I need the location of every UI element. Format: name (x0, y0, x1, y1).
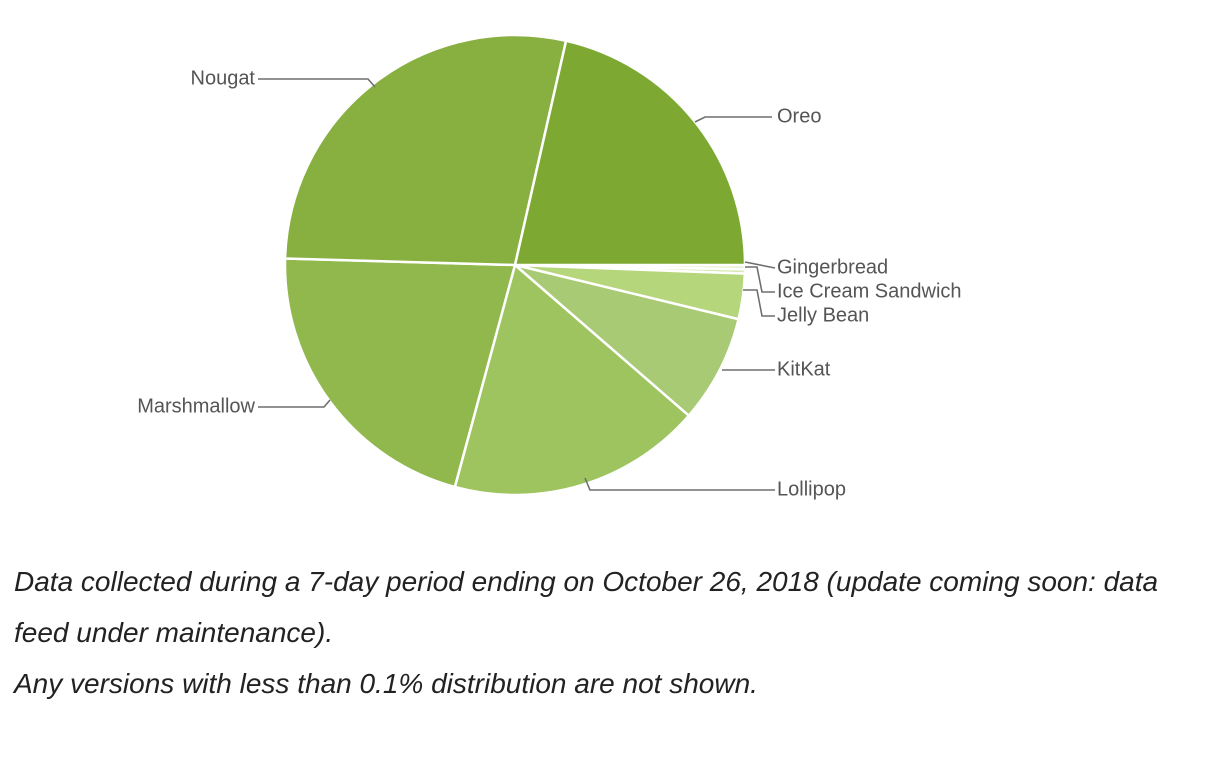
slice-label-jelly-bean: Jelly Bean (777, 304, 869, 326)
leader-line-gingerbread (744, 261, 776, 269)
pie-slice-kitkat (513, 263, 740, 417)
slice-label-ice-cream-sandwich: Ice Cream Sandwich (777, 280, 962, 302)
leader-lines (258, 78, 776, 491)
slice-label-oreo: Oreo (777, 105, 821, 127)
slice-label-marshmallow: Marshmallow (137, 395, 255, 417)
leader-line-nougat (258, 78, 376, 88)
pie-slice-oreo (513, 39, 747, 267)
data-collection-note: Data collected during a 7-day period end… (14, 566, 1159, 648)
leader-line-lollipop (584, 477, 775, 491)
leader-line-oreo (694, 116, 772, 123)
slice-label-nougat: Nougat (191, 67, 256, 89)
leader-line-marshmallow (258, 399, 331, 408)
slice-label-lollipop: Lollipop (777, 478, 846, 500)
leader-line-ice-cream-sandwich (745, 266, 775, 293)
pie-slice-marshmallow (283, 257, 517, 489)
distribution-threshold-note: Any versions with less than 0.1% distrib… (14, 668, 758, 699)
leader-line-jelly-bean (743, 289, 775, 317)
pie-slice-lollipop (453, 263, 691, 497)
chart-notes: Data collected during a 7-day period end… (14, 556, 1194, 709)
slice-label-kitkat: KitKat (777, 358, 831, 380)
pie-slices (283, 33, 747, 497)
slice-label-gingerbread: Gingerbread (777, 256, 888, 278)
pie-slice-nougat (283, 33, 568, 267)
